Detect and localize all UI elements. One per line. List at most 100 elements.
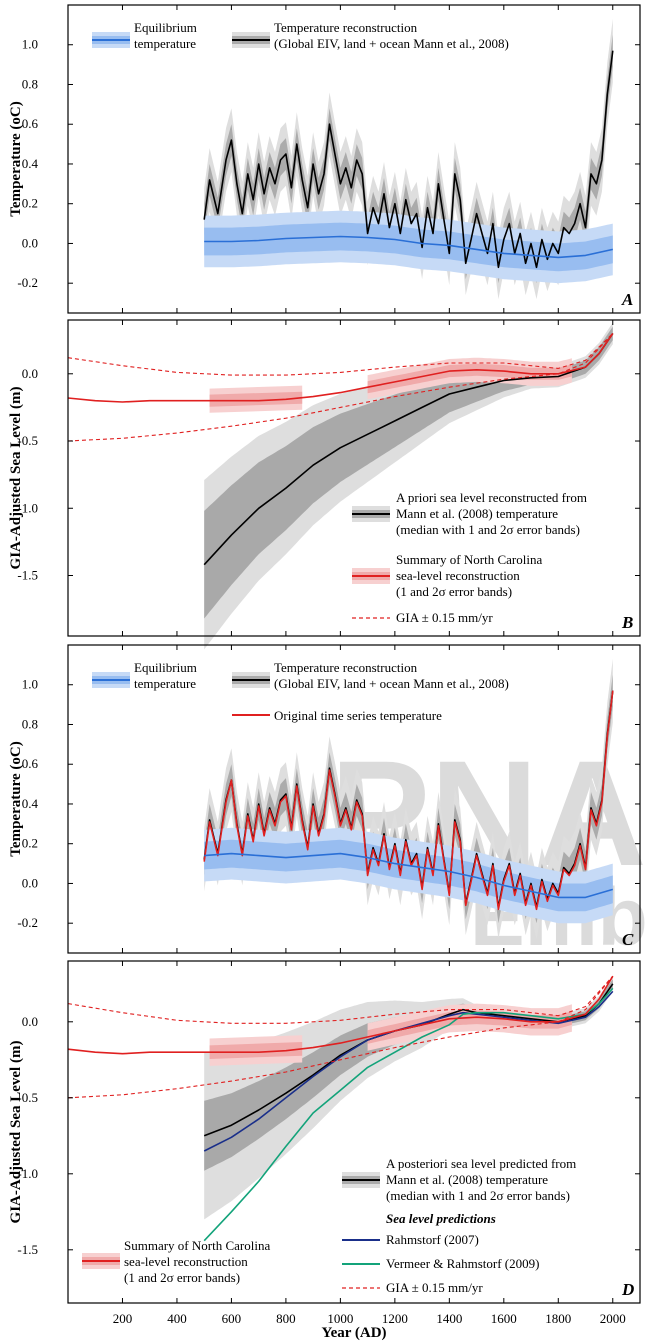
plot-area bbox=[203, 658, 614, 940]
legend-entry-text: Temperature reconstruction bbox=[274, 20, 418, 35]
legend-entry-text: Rahmstorf (2007) bbox=[386, 1232, 479, 1247]
y-tick-label: 0.6 bbox=[22, 756, 39, 771]
x-tick-label: 400 bbox=[167, 1311, 187, 1326]
y-tick-label: -0.5 bbox=[17, 433, 38, 448]
y-tick-label: 0.0 bbox=[22, 366, 38, 381]
equilibrium-1sigma-band bbox=[204, 839, 613, 912]
plot-frame bbox=[67, 644, 641, 954]
x-tick-label: 600 bbox=[222, 1311, 242, 1326]
y-tick-label: 0.4 bbox=[22, 156, 39, 171]
legend: A priori sea level reconstructed fromMan… bbox=[352, 490, 587, 625]
sea-level-1sigma-band bbox=[204, 326, 613, 619]
y-tick-label: -1.5 bbox=[17, 1242, 38, 1257]
legend: A posteriori sea level predicted fromMan… bbox=[82, 1156, 576, 1295]
legend-entry-text: Vermeer & Rahmstorf (2009) bbox=[386, 1256, 539, 1271]
legend-entry-text: Mann et al. (2008) temperature bbox=[386, 1172, 548, 1187]
series-line-equilibrium-temperature bbox=[204, 235, 613, 259]
x-axis-title: Year (AD) bbox=[321, 1325, 386, 1341]
legend-entry-text: temperature bbox=[134, 676, 196, 691]
y-tick-label: -0.2 bbox=[17, 915, 38, 930]
legend-entry-text: Summary of North Carolina bbox=[124, 1238, 270, 1253]
y-tick-label: -0.5 bbox=[17, 1090, 38, 1105]
y-tick-label: 1.0 bbox=[22, 677, 38, 692]
y-axis-title: GIA-Adjusted Sea Level (m) bbox=[8, 1041, 24, 1224]
series-line-a-priori-sea-level bbox=[203, 332, 614, 566]
series-line-rahmstorf-2007- bbox=[203, 990, 614, 1152]
y-axis-title: GIA-Adjusted Sea Level (m) bbox=[8, 387, 24, 570]
panel-d: -1.5 -1.0 -0.5 0.0 GIA-Adjusted Sea Level (m… bbox=[8, 960, 641, 1341]
panel-letter: A bbox=[621, 290, 633, 309]
legend-entry-text: temperature bbox=[134, 36, 196, 51]
y-tick-label: 0.6 bbox=[22, 116, 39, 131]
plot-area bbox=[203, 18, 614, 300]
nc-1sigma-band bbox=[367, 363, 572, 394]
y-axis-title: Temperature (oC) bbox=[8, 741, 24, 856]
series-line-vermeer-rahmstorf-2009- bbox=[203, 987, 614, 1242]
legend-entry-text: (1 and 2σ error bands) bbox=[124, 1270, 240, 1285]
legend-entry-text: Temperature reconstruction bbox=[274, 660, 418, 675]
x-tick-label: 800 bbox=[276, 1311, 296, 1326]
legend-entry-text: Original time series temperature bbox=[274, 708, 442, 723]
equilibrium-1sigma-band bbox=[204, 222, 613, 272]
y-tick-label: 0.2 bbox=[22, 836, 38, 851]
y-tick-label: 0.2 bbox=[22, 196, 38, 211]
plot-frame bbox=[67, 319, 641, 637]
x-tick-label: 200 bbox=[113, 1311, 133, 1326]
series-line-equilibrium-temperature bbox=[204, 852, 614, 899]
legend-entry-text: (median with 1 and 2σ error bands) bbox=[386, 1188, 570, 1203]
legend-entry-text: (1 and 2σ error bands) bbox=[396, 584, 512, 599]
legend-entry-text: A posteriori sea level predicted from bbox=[386, 1156, 576, 1171]
x-tick-label: 1800 bbox=[545, 1311, 571, 1326]
legend-entry-text: Equilibrium bbox=[134, 660, 197, 675]
panel-b: -1.5 -1.0 -0.5 0.0 GIA-Adjusted Sea Level (m… bbox=[8, 319, 641, 650]
y-tick-label: 0.0 bbox=[22, 235, 38, 250]
legend-entry-text: (Global EIV, land + ocean Mann et al., 2… bbox=[274, 676, 509, 691]
series-line-gia-upper bbox=[67, 975, 614, 1024]
y-tick-label: -1.5 bbox=[17, 567, 38, 582]
panel-letter: C bbox=[622, 930, 634, 949]
panel-letter: D bbox=[621, 1280, 634, 1299]
panel-letter: B bbox=[621, 613, 633, 632]
series-line-gia-lower bbox=[67, 333, 614, 442]
y-axis-title: Temperature (oC) bbox=[8, 101, 24, 216]
series-line-north-carolina-reconstruction bbox=[67, 975, 614, 1055]
y-tick-label: -1.0 bbox=[17, 1166, 38, 1181]
plot-frame bbox=[67, 4, 641, 314]
series-line-temperature-reconstruction bbox=[203, 50, 614, 269]
y-tick-label: 0.0 bbox=[22, 1014, 38, 1029]
series-line-gia-upper bbox=[67, 333, 614, 376]
y-tick-label: -1.0 bbox=[17, 500, 38, 515]
legend-entry-text: sea-level reconstruction bbox=[124, 1254, 248, 1269]
legend-heading: Sea level predictions bbox=[386, 1211, 496, 1226]
y-tick-label: -0.2 bbox=[17, 275, 38, 290]
series-line-north-carolina-reconstruction bbox=[67, 332, 614, 403]
sea-level-2sigma-band bbox=[204, 976, 613, 1220]
legend-entry-text: Mann et al. (2008) temperature bbox=[396, 506, 558, 521]
panel-c: -0.2 0.0 0.2 0.4 0.6 0.8 1.0 Temperature (oC) C E… bbox=[8, 644, 641, 954]
nc-1sigma-box bbox=[209, 1042, 303, 1059]
legend-entry-text: Equilibrium bbox=[134, 20, 197, 35]
legend-entry-text: A priori sea level reconstructed from bbox=[396, 490, 587, 505]
y-tick-label: 0.8 bbox=[22, 76, 38, 91]
plot-frame bbox=[67, 960, 641, 1304]
plot-area bbox=[67, 975, 614, 1242]
plot-area bbox=[67, 322, 614, 650]
nc-1sigma-box bbox=[209, 391, 303, 407]
panel-a: -0.2 0.0 0.2 0.4 0.6 0.8 1.0 Temperature (oC) A E… bbox=[8, 4, 641, 314]
x-tick-label: 2000 bbox=[600, 1311, 626, 1326]
x-tick-label: 1600 bbox=[491, 1311, 517, 1326]
x-tick-label: 1000 bbox=[327, 1311, 353, 1326]
temp-1sigma-band bbox=[204, 34, 613, 284]
legend-entry-text: GIA ± 0.15 mm/yr bbox=[396, 610, 493, 625]
x-tick-label: 1400 bbox=[436, 1311, 462, 1326]
legend-entry-text: (median with 1 and 2σ error bands) bbox=[396, 522, 580, 537]
legend-entry-text: sea-level reconstruction bbox=[396, 568, 520, 583]
y-tick-label: 0.4 bbox=[22, 796, 39, 811]
y-tick-label: 0.8 bbox=[22, 716, 38, 731]
legend-entry-text: (Global EIV, land + ocean Mann et al., 2… bbox=[274, 36, 509, 51]
series-line-gia-lower bbox=[67, 975, 614, 1099]
legend-entry-text: GIA ± 0.15 mm/yr bbox=[386, 1280, 483, 1295]
